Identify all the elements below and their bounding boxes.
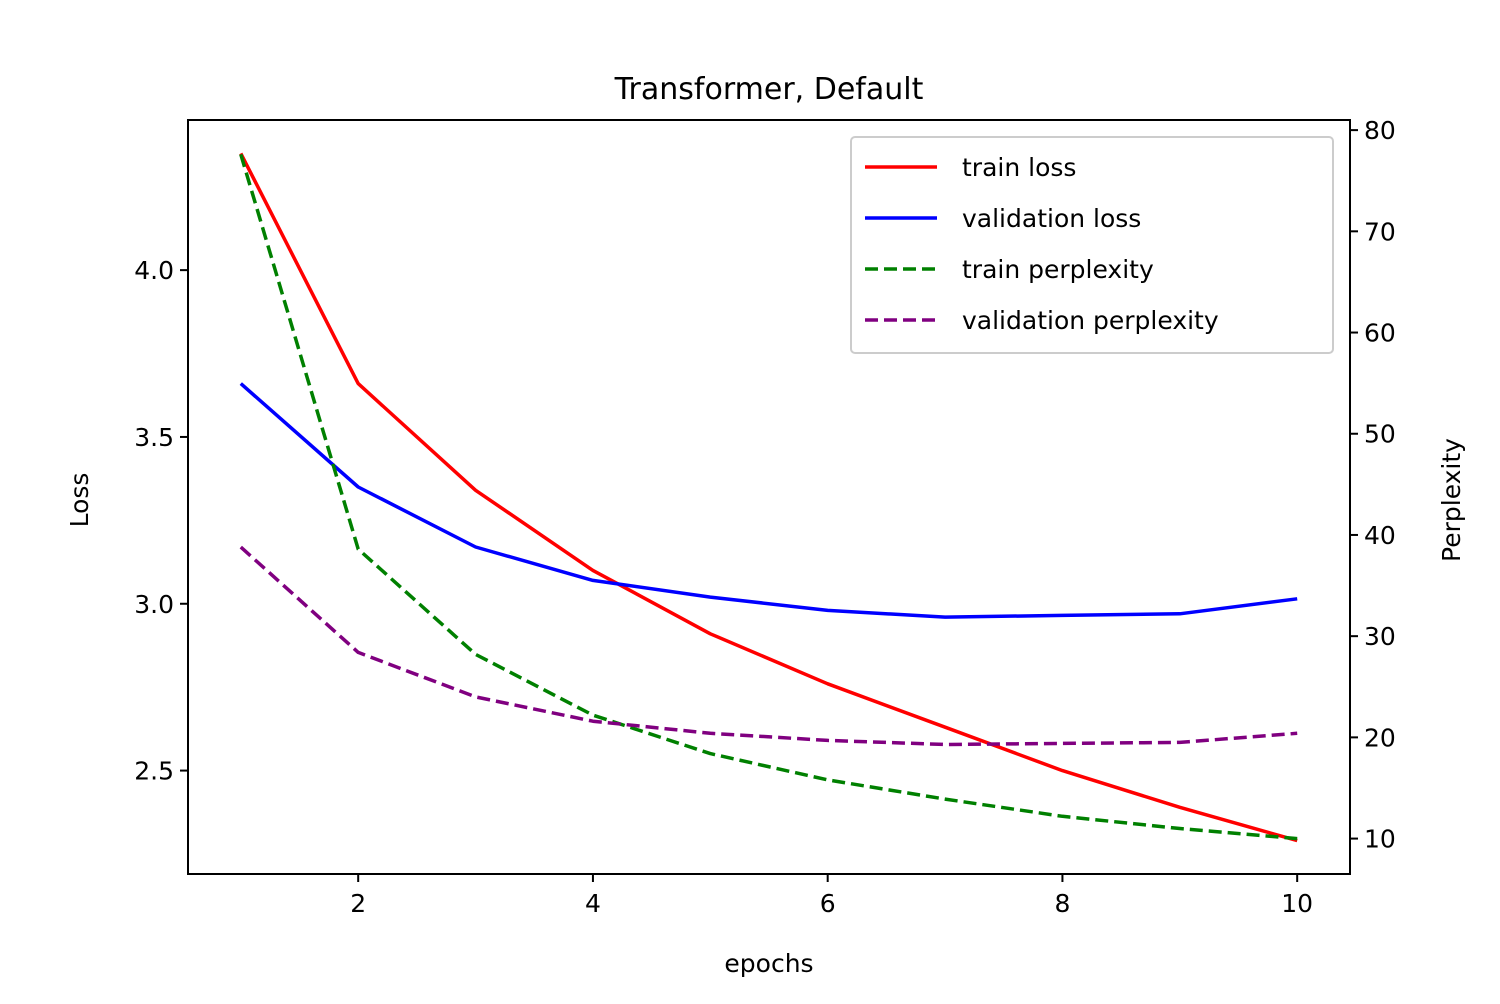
legend-label-3: train perplexity — [962, 255, 1154, 284]
legend-label-1: train loss — [962, 153, 1076, 182]
x-tick-label: 8 — [1054, 889, 1070, 918]
y-axis-right-label: Perplexity — [1437, 438, 1466, 562]
y-tick-label: 4.0 — [134, 256, 174, 285]
y2-tick-label: 60 — [1364, 319, 1396, 348]
y2-tick-label: 70 — [1364, 217, 1396, 246]
y2-tick-label: 10 — [1364, 825, 1396, 854]
x-axis-label: epochs — [724, 949, 813, 978]
y-axis-left-label: Loss — [65, 473, 94, 528]
y2-tick-label: 80 — [1364, 116, 1396, 145]
y-tick-label: 3.5 — [134, 423, 174, 452]
chart-title: Transformer, Default — [614, 72, 924, 107]
legend: train loss validation loss train perplexit… — [850, 136, 1334, 354]
y-axis-right-ticks: 10 20 30 40 50 60 70 80 — [1350, 116, 1396, 854]
plot-area-frame — [187, 119, 1351, 875]
y-tick-label: 2.5 — [134, 757, 174, 786]
legend-items: train loss validation loss train perplexit… — [865, 153, 1219, 335]
y2-tick-label: 40 — [1364, 521, 1396, 550]
series-line-4 — [239, 545, 1298, 747]
series-group — [239, 152, 1298, 843]
y2-tick-label: 20 — [1364, 723, 1396, 752]
legend-label-4: validation perplexity — [962, 306, 1219, 335]
series-line-3 — [239, 153, 1298, 841]
y2-tick-label: 50 — [1364, 420, 1396, 449]
x-tick-label: 4 — [585, 889, 601, 918]
legend-label-2: validation loss — [962, 204, 1141, 233]
x-tick-label: 2 — [350, 889, 366, 918]
y-axis-left-ticks: 2.5 3.0 3.5 4.0 — [134, 256, 188, 786]
series-line-2 — [239, 382, 1298, 619]
y-tick-label: 3.0 — [134, 590, 174, 619]
series-line-1 — [239, 152, 1298, 843]
x-tick-label: 6 — [820, 889, 836, 918]
x-tick-label: 10 — [1281, 889, 1313, 918]
legend-frame — [850, 136, 1334, 354]
y2-tick-label: 30 — [1364, 622, 1396, 651]
x-axis-ticks: 2 4 6 8 10 — [350, 874, 1313, 918]
